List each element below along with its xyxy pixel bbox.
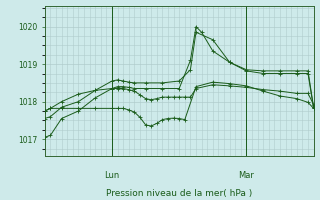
- Text: Lun: Lun: [104, 171, 120, 180]
- Text: Pression niveau de la mer( hPa ): Pression niveau de la mer( hPa ): [106, 189, 252, 198]
- Text: Mar: Mar: [238, 171, 254, 180]
